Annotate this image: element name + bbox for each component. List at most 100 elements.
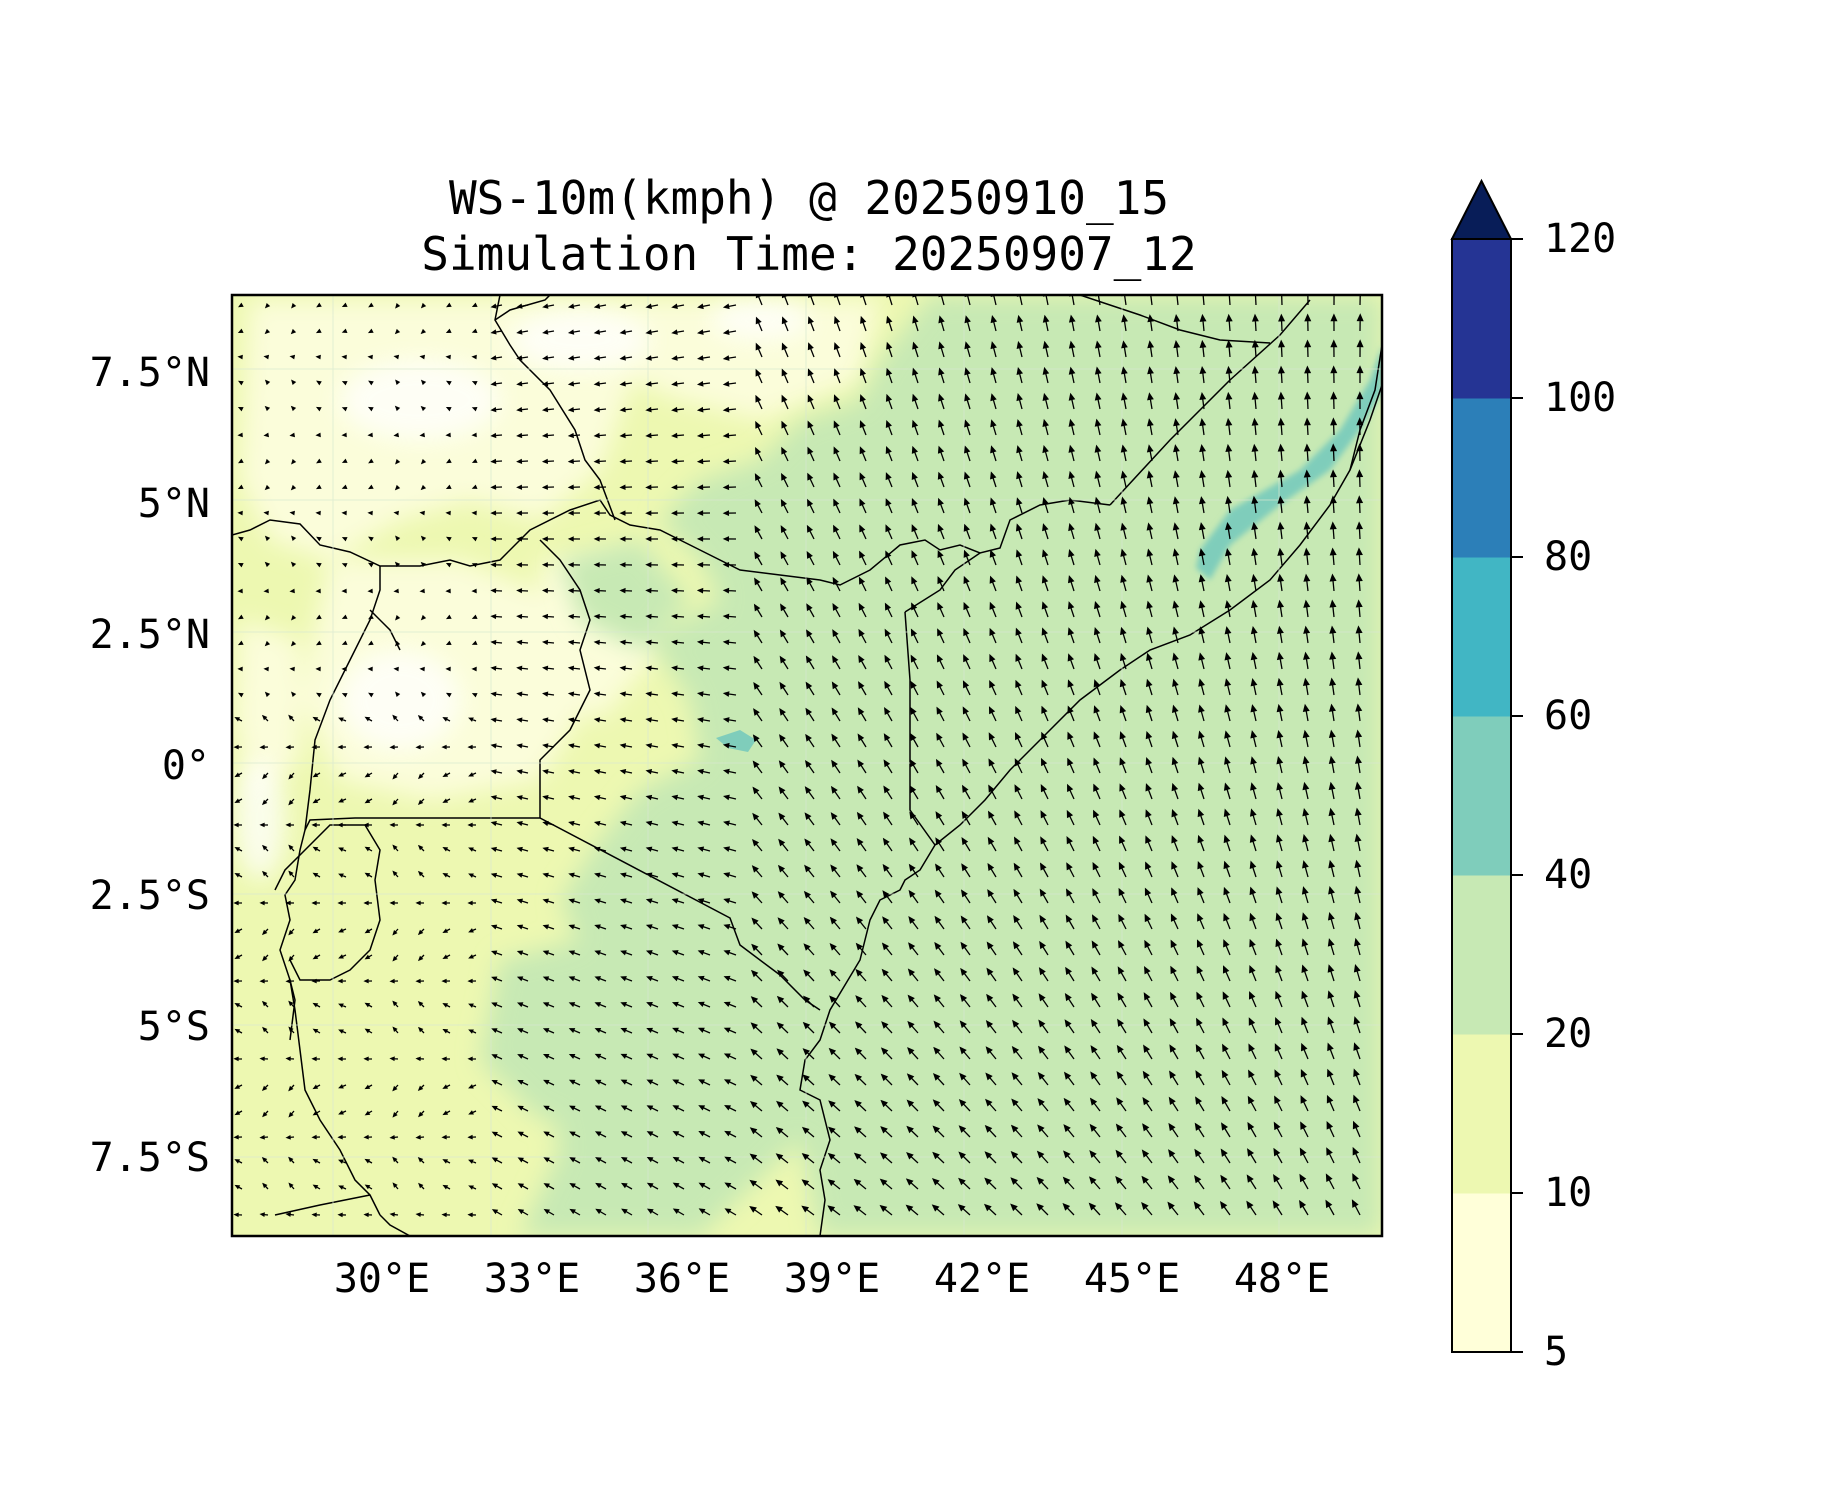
wind-arrow	[962, 732, 971, 748]
wind-arrow	[593, 743, 607, 749]
wind-arrow	[1093, 679, 1101, 696]
wind-arrow	[1196, 991, 1205, 1008]
wind-arrow	[880, 1073, 893, 1086]
wind-arrow	[516, 1002, 529, 1008]
wind-arrow	[964, 445, 971, 462]
wind-arrow	[392, 870, 399, 878]
wind-arrow	[471, 666, 477, 672]
wind-arrow	[1199, 339, 1207, 358]
wind-arrow	[1251, 365, 1259, 384]
y-tick-label: 2.5°S	[89, 873, 210, 920]
wind-arrow	[958, 1125, 971, 1138]
wind-arrow	[1354, 807, 1362, 826]
wind-arrow	[645, 950, 659, 956]
wind-arrow	[1015, 575, 1023, 592]
wind-arrow	[543, 1131, 555, 1138]
wind-arrow	[645, 432, 659, 439]
wind-arrow	[568, 820, 581, 827]
wind-arrow	[315, 640, 322, 646]
wind-arrow	[316, 458, 322, 464]
wind-arrow	[1094, 522, 1101, 540]
country-borders	[232, 295, 1382, 1236]
wind-arrow	[594, 1053, 607, 1060]
wind-arrow	[490, 613, 503, 620]
wind-arrow	[264, 405, 271, 412]
wind-arrow	[1093, 783, 1101, 800]
wind-arrow	[671, 950, 685, 956]
wind-arrow	[645, 303, 659, 309]
wind-arrow	[233, 1134, 243, 1140]
wind-arrow	[1299, 1199, 1309, 1216]
wind-arrow	[1354, 911, 1362, 930]
wind-arrow	[1063, 1097, 1075, 1112]
wind-arrow	[1300, 1068, 1309, 1086]
wind-arrow	[1068, 470, 1075, 488]
wind-arrow	[392, 772, 399, 780]
wind-arrow	[1225, 391, 1233, 410]
wind-arrow	[909, 759, 919, 774]
wind-arrow	[490, 381, 503, 387]
wind-arrow	[985, 1098, 997, 1112]
wind-arrow	[261, 1084, 269, 1092]
wind-arrow	[961, 863, 971, 878]
wind-arrow	[264, 379, 271, 386]
wind-arrow	[1064, 993, 1075, 1008]
wind-arrow	[1119, 783, 1127, 800]
wind-arrow	[445, 640, 452, 646]
wind-arrow	[1356, 417, 1364, 436]
wind-arrow	[1355, 599, 1363, 618]
wind-arrow	[1041, 757, 1049, 774]
wind-arrow	[1250, 678, 1258, 696]
wind-arrow	[291, 691, 297, 698]
field-moderate-region	[480, 295, 1382, 1236]
wind-arrow	[754, 577, 763, 592]
wind-arrow	[855, 916, 867, 930]
wind-arrow	[341, 458, 348, 463]
wind-arrow	[543, 1208, 555, 1216]
wind-arrow	[1119, 731, 1127, 748]
wind-arrow	[394, 561, 401, 568]
wind-arrow	[1277, 365, 1285, 384]
wind-arrow	[364, 928, 373, 934]
x-tick-label: 39°E	[783, 1256, 881, 1302]
wind-arrow	[779, 707, 789, 722]
wind-arrow	[1013, 836, 1023, 852]
wind-arrow	[1354, 781, 1362, 800]
wind-arrow	[517, 1131, 529, 1138]
wind-arrow	[341, 537, 348, 542]
wind-arrow	[237, 354, 243, 360]
wind-arrow	[1303, 599, 1311, 618]
wind-arrow	[1016, 497, 1023, 514]
wind-arrow	[542, 795, 555, 801]
wind-arrow	[1171, 782, 1179, 800]
wind-arrow	[1276, 677, 1284, 696]
wind-arrow	[698, 1053, 711, 1060]
wind-arrow	[490, 510, 503, 516]
wind-arrow	[1221, 1069, 1231, 1086]
wind-arrow	[645, 329, 659, 335]
wind-arrow	[906, 1125, 919, 1138]
wind-arrow	[542, 381, 555, 387]
wind-arrow	[671, 510, 685, 516]
wind-arrow	[542, 303, 555, 309]
wind-arrow	[393, 432, 400, 438]
y-tick-label: 5°N	[137, 481, 210, 528]
wind-arrow	[341, 614, 348, 619]
wind-arrow	[471, 407, 478, 412]
wind-arrow	[445, 380, 452, 386]
wind-arrow	[367, 354, 373, 360]
wind-arrow	[671, 406, 685, 413]
wind-arrow	[672, 1105, 685, 1112]
wind-arrow	[338, 847, 347, 852]
wind-arrow	[1145, 835, 1153, 852]
wind-arrow	[516, 976, 529, 982]
wind-arrow	[776, 1074, 789, 1086]
wind-arrow	[619, 768, 633, 775]
wind-arrow	[1325, 1173, 1335, 1190]
wind-arrow	[723, 1027, 737, 1034]
wind-arrow	[1117, 1018, 1127, 1034]
wind-arrow	[517, 1028, 529, 1034]
wind-arrow	[909, 837, 919, 852]
wind-arrow	[1302, 860, 1309, 878]
wind-arrow	[417, 954, 425, 962]
